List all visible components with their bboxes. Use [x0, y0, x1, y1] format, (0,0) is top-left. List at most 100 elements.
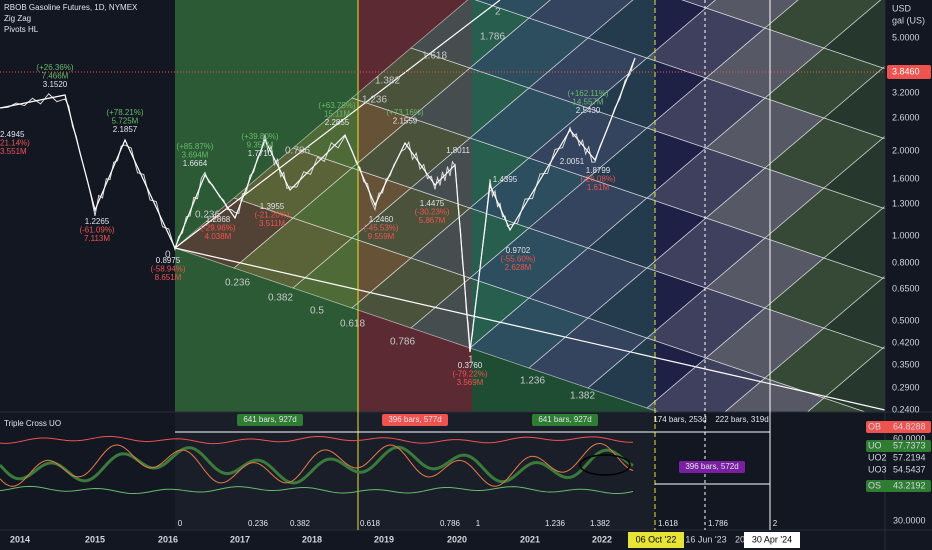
year-label: 2015 — [85, 534, 105, 544]
axis-tag: UO2 — [868, 452, 887, 462]
year-label: 2020 — [447, 534, 467, 544]
axis-value: 54.5437 — [893, 464, 926, 474]
pivot-label: 3.569M — [457, 378, 484, 387]
pivot-label: (-55.60%) — [500, 255, 535, 264]
pivot-label: 14.557M — [572, 98, 603, 107]
ob-line — [0, 435, 634, 445]
year-label: 2016 — [158, 534, 178, 544]
axis-value: 43.2192 — [893, 480, 926, 490]
price-label: 0.6500 — [892, 283, 920, 293]
fib-label: 0.236 — [225, 278, 250, 289]
pivot-label: 5.725M — [112, 117, 139, 126]
axis-value: 57.7373 — [893, 440, 926, 450]
fib-label: 1.236 — [520, 376, 545, 387]
fib-label: 1.786 — [480, 32, 505, 43]
fib-label: 2 — [495, 7, 501, 18]
price-label: 0.2900 — [892, 382, 920, 392]
year-label: 2018 — [302, 534, 322, 544]
fan-cell — [823, 0, 885, 69]
last-price-badge — [887, 65, 931, 79]
fib-label: 1.236 — [545, 519, 566, 528]
axis-badge — [866, 421, 931, 433]
range-label: 396 bars, 572d — [685, 462, 738, 471]
fib-label: 0.236 — [195, 210, 220, 221]
pivot-label: 2.5430 — [576, 106, 601, 115]
pivot-label: 2.4945 — [0, 130, 25, 139]
fib-label: 1.786 — [708, 519, 729, 528]
pivot-label: 8.651M — [155, 273, 182, 282]
pivot-label: (+26.36%) — [36, 63, 73, 72]
pivot-label: 3.511M — [259, 219, 285, 228]
price-label: 1.0000 — [892, 230, 920, 240]
fan-cell — [705, 0, 799, 29]
pivot-label: 0.3760 — [458, 361, 483, 370]
date-marker: 06 Oct '22 — [636, 534, 677, 544]
fib-label: 0.236 — [248, 519, 269, 528]
fan-cell — [823, 67, 885, 139]
price-label: 0.5000 — [892, 315, 920, 325]
date-marker: 20 — [735, 534, 745, 544]
uo-line — [0, 442, 634, 487]
fan-cell — [823, 207, 885, 279]
price-label: 0.4200 — [892, 337, 920, 347]
fib-label: 1.236 — [362, 95, 387, 106]
main-pane — [0, 0, 885, 412]
indicator-band — [175, 412, 655, 530]
pivot-label: 3.1520 — [43, 80, 68, 89]
pivot-label: 7.466M — [42, 72, 69, 81]
fib-label: 0.786 — [440, 519, 461, 528]
fib-label: 1.382 — [570, 391, 595, 402]
fib-label: 0.382 — [290, 519, 311, 528]
pivot-label: (+78.21%) — [106, 108, 143, 117]
pivot-label: (-21.20%) — [254, 211, 289, 220]
fib-label: 1.382 — [375, 76, 400, 87]
pivot-label: 5.867M — [419, 216, 446, 225]
fan-cell — [764, 0, 882, 49]
axis-badge — [866, 440, 931, 452]
axis-tag: OS — [868, 480, 881, 490]
pivot-label: (-58.94%) — [150, 265, 185, 274]
fib-label: 1.382 — [590, 519, 611, 528]
fib-label: 2 — [773, 519, 778, 528]
os-line — [0, 485, 634, 495]
pivot-label: 7.113M — [84, 234, 110, 243]
pivot-label: 4.038M — [205, 232, 232, 241]
zigzag — [0, 57, 636, 353]
pivot-label: (+39.80%) — [241, 132, 278, 141]
axis-tag: UO — [868, 440, 882, 450]
price-label: 2.0000 — [892, 145, 920, 155]
fib-label: 0.786 — [390, 337, 415, 348]
year-label: 2022 — [592, 534, 612, 544]
fan-edge — [174, 247, 885, 411]
drawing — [579, 454, 631, 476]
price-label: 1.6000 — [892, 173, 920, 183]
price-label: 3.2000 — [892, 87, 920, 97]
fib-label: 0.382 — [268, 293, 293, 304]
pivot-label: 2.0051 — [560, 157, 585, 166]
date-badge — [628, 532, 684, 548]
pivot-label: 1.6664 — [183, 159, 208, 168]
pivot-label: 1.2460 — [369, 215, 394, 224]
fan-cell — [806, 397, 867, 412]
fan-cell — [681, 0, 717, 9]
pivot-label: (-30.23%) — [414, 208, 449, 217]
fib-label: 0 — [165, 250, 171, 261]
fib-label: 1.618 — [658, 519, 679, 528]
year-label: 2014 — [10, 534, 30, 544]
year-label: 2017 — [230, 534, 250, 544]
pivot-label: 1.8011 — [446, 146, 470, 155]
range-badge — [532, 414, 598, 426]
pivot-label: 1.8799 — [586, 166, 611, 175]
range-label: 222 bars, 319d — [715, 415, 768, 424]
price-label: 0.3500 — [892, 359, 920, 369]
fan-cell — [823, 137, 885, 209]
pivot-label: 2.1857 — [113, 125, 138, 134]
fib-label: 1 — [468, 355, 474, 366]
pivot-label: (+162.11%) — [568, 89, 609, 98]
pivot-label: 15.11M — [324, 110, 350, 119]
price-label: 0.8000 — [892, 257, 920, 267]
price-label: 1.3000 — [892, 198, 920, 208]
fib-label: 1.618 — [422, 51, 447, 62]
pivot-label: 1.3955 — [260, 202, 285, 211]
